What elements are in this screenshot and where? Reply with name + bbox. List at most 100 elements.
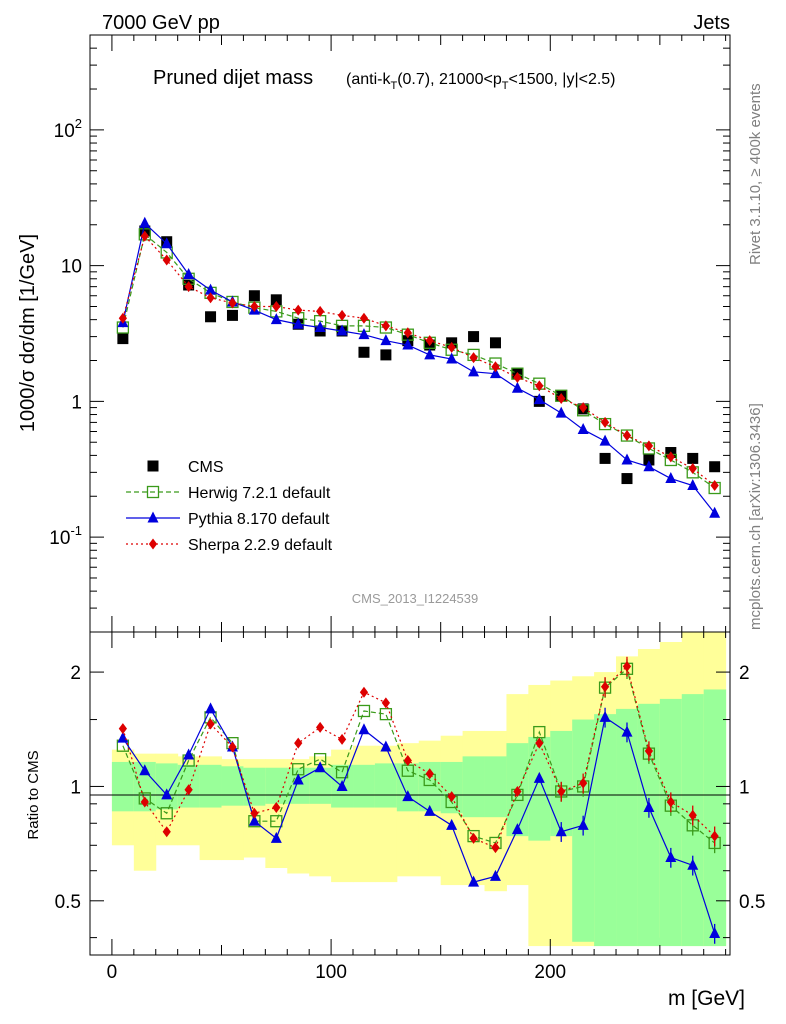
sherpa-point [513, 371, 522, 383]
pythia-ratio-point [358, 723, 370, 735]
pythia-ratio-point [314, 761, 326, 773]
pythia-point [270, 313, 282, 325]
cms-point [599, 452, 611, 464]
pythia-point [336, 324, 348, 336]
sherpa-point [316, 305, 325, 317]
ratio-y-tick-label-right: 1 [739, 777, 750, 798]
cms-point [380, 349, 392, 361]
pythia-point [599, 434, 611, 446]
sherpa-point [294, 304, 303, 316]
sherpa-ratio-point [491, 842, 500, 854]
sherpa-point [491, 361, 500, 373]
sherpa-point [469, 352, 478, 364]
sherpa-point [140, 230, 149, 242]
sherpa-ratio-point [118, 723, 128, 735]
pythia-point [292, 317, 304, 329]
sherpa-ratio-point [513, 785, 522, 797]
cms-point [489, 337, 501, 349]
sherpa-point [557, 392, 566, 404]
pythia-point [709, 506, 721, 518]
pythia-point [183, 268, 195, 280]
sherpa-ratio-point [250, 807, 259, 819]
stat-band [703, 689, 727, 947]
cms-point [687, 452, 699, 464]
pythia-ratio-point [424, 804, 436, 816]
pythia-point [205, 283, 217, 295]
cms-point [621, 473, 633, 485]
legend-herwig-marker [146, 485, 160, 499]
sherpa-point [272, 300, 281, 312]
sherpa-ratio-point [579, 777, 588, 789]
pythia-point [468, 365, 480, 377]
ratio-y-tick-label: 0.5 [55, 892, 81, 913]
sherpa-point [600, 416, 610, 428]
sherpa-ratio-point [622, 660, 632, 672]
pythia-ratio-point [599, 710, 611, 722]
legend-pythia-marker [147, 511, 159, 523]
pythia-ratio-point [161, 788, 173, 800]
sherpa-ratio-line [122, 665, 716, 849]
sherpa-ratio-point [359, 686, 369, 698]
stat-band [528, 736, 551, 841]
main-series-group [116, 216, 721, 518]
sherpa-point [337, 309, 347, 321]
main-title: Pruned dijet mass [153, 67, 313, 89]
main-axis-ticks: 10-1 1 10 102 [49, 34, 730, 633]
sherpa-ratio-point [557, 785, 566, 797]
pythia-point [358, 328, 370, 340]
main-y-tick-label: 102 [54, 116, 82, 142]
pythia-point [687, 479, 699, 491]
herwig-ratio-point [160, 807, 173, 820]
pythia-ratio-point [336, 779, 348, 791]
pythia-ratio-point [643, 801, 655, 813]
pythia-ratio-point [183, 748, 195, 760]
cms-point [270, 294, 282, 306]
sherpa-ratio-point [600, 681, 610, 693]
legend-cms-marker [147, 460, 159, 472]
main-y-tick-label: 10 [61, 257, 82, 278]
legend-cms-label: CMS [188, 459, 224, 476]
sherpa-point [359, 312, 369, 324]
sherpa-point [403, 327, 412, 339]
rivet-version-label: Rivet 3.1.10, ≥ 400k events [747, 83, 764, 265]
x-axis-label: m [GeV] [668, 987, 745, 1010]
sherpa-point [425, 335, 434, 347]
sherpa-point [206, 292, 215, 304]
stat-band [243, 767, 266, 806]
main-subtitle: (anti-kT(0.7), 21000<pT<1500, |y|<2.5) [346, 71, 616, 92]
main-y-tick-label: 10-1 [49, 523, 82, 549]
pythia-line [122, 222, 716, 514]
ratio-frame [89, 631, 731, 956]
sherpa-point [710, 480, 719, 492]
jets-label: Jets [693, 12, 730, 34]
stat-band [309, 767, 332, 804]
sherpa-ratio-point [272, 802, 281, 814]
stat-band [594, 714, 617, 947]
pythia-ratio-point [709, 927, 721, 939]
sherpa-point [228, 297, 237, 309]
main-y-axis-label: 1000/σ dσ/dm [1/GeV] [17, 234, 39, 432]
sherpa-point [184, 281, 193, 293]
sherpa-point [535, 380, 544, 392]
herwig-ratio-point [533, 725, 546, 739]
sherpa-ratio-point [425, 768, 434, 780]
pythia-ratio-line [122, 707, 716, 934]
sherpa-point [162, 254, 171, 266]
sherpa-ratio-point [688, 809, 697, 821]
pythia-ratio-point [665, 851, 677, 863]
pythia-point [621, 453, 633, 465]
pythia-point [665, 472, 677, 484]
stat-band [111, 761, 135, 812]
pythia-point [643, 460, 655, 472]
pythia-ratio-point [270, 831, 282, 843]
main-y-tick-label: 1 [71, 392, 82, 413]
pythia-point [511, 381, 523, 393]
sherpa-point [644, 440, 654, 452]
legend: CMS Herwig 7.2.1 default Pythia 8.170 defa… [126, 459, 333, 554]
ratio-y-axis-label: Ratio to CMS [25, 750, 42, 839]
sherpa-ratio-point [381, 697, 391, 709]
pythia-point [489, 367, 501, 379]
sherpa-point [666, 451, 675, 463]
sherpa-line [122, 234, 716, 486]
